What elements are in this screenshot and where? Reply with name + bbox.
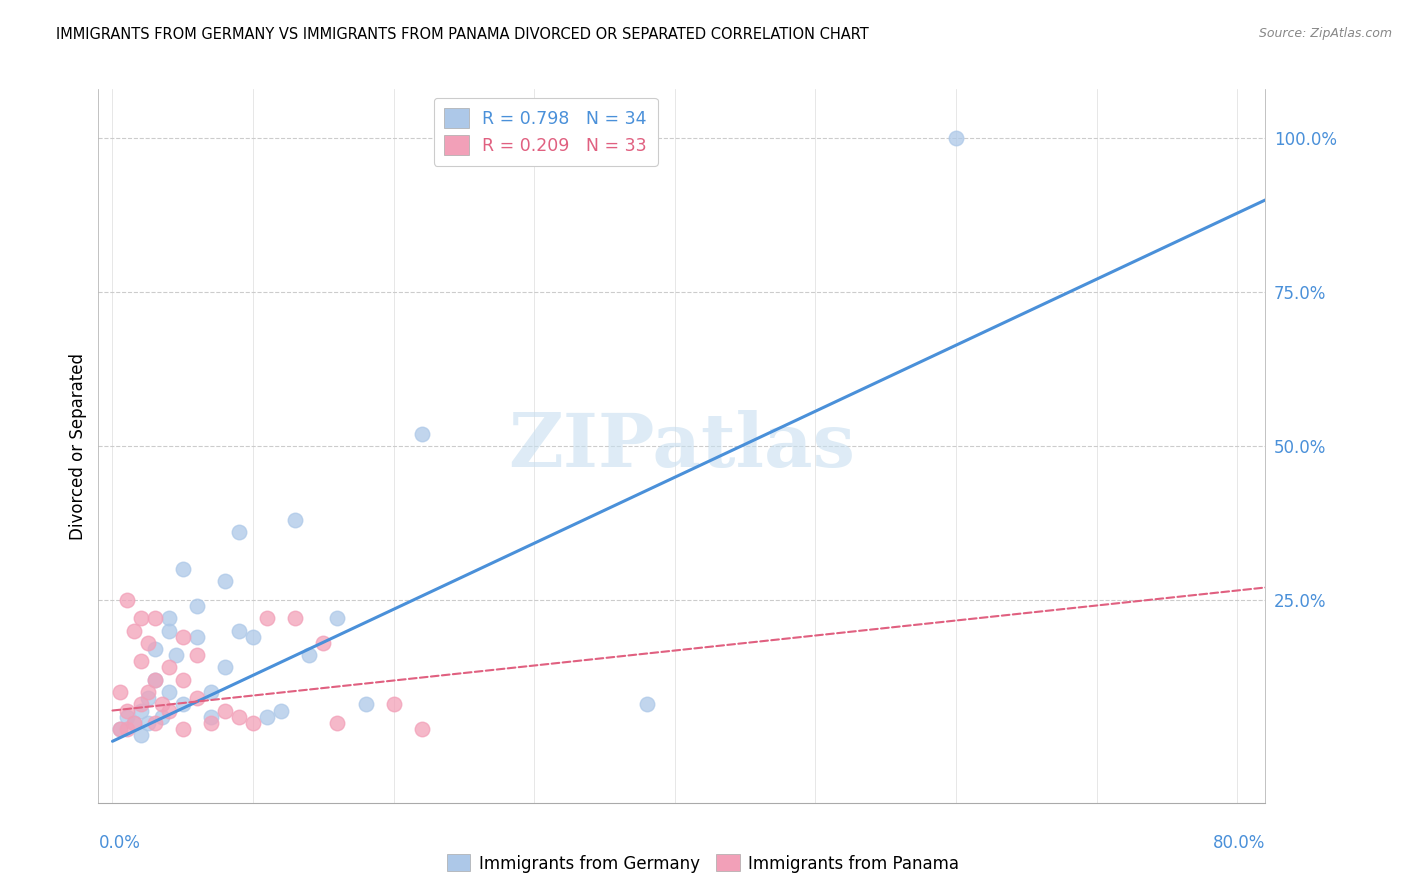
- Point: [214, 704, 236, 718]
- Point: [157, 624, 180, 638]
- Legend: Immigrants from Germany, Immigrants from Panama: Immigrants from Germany, Immigrants from…: [440, 847, 966, 880]
- Point: [200, 685, 222, 699]
- Point: [108, 685, 131, 699]
- Point: [200, 709, 222, 723]
- Point: [122, 715, 145, 730]
- Point: [172, 630, 194, 644]
- Point: [945, 131, 967, 145]
- Point: [214, 660, 236, 674]
- Point: [157, 704, 180, 718]
- Point: [136, 691, 159, 706]
- Point: [186, 630, 208, 644]
- Point: [136, 636, 159, 650]
- Point: [129, 654, 152, 668]
- Text: ZIPatlas: ZIPatlas: [509, 409, 855, 483]
- Point: [326, 715, 349, 730]
- Point: [186, 599, 208, 613]
- Point: [108, 722, 131, 736]
- Point: [270, 704, 292, 718]
- Point: [129, 698, 152, 712]
- Point: [115, 722, 138, 736]
- Point: [157, 611, 180, 625]
- Point: [129, 728, 152, 742]
- Point: [186, 648, 208, 662]
- Point: [115, 592, 138, 607]
- Point: [284, 513, 307, 527]
- Point: [143, 642, 166, 657]
- Point: [157, 660, 180, 674]
- Point: [298, 648, 321, 662]
- Text: Source: ZipAtlas.com: Source: ZipAtlas.com: [1258, 27, 1392, 40]
- Point: [157, 685, 180, 699]
- Point: [172, 722, 194, 736]
- Point: [150, 698, 173, 712]
- Point: [150, 709, 173, 723]
- Text: 80.0%: 80.0%: [1213, 834, 1265, 852]
- Point: [228, 709, 250, 723]
- Point: [411, 426, 433, 441]
- Point: [214, 574, 236, 589]
- Point: [186, 691, 208, 706]
- Point: [354, 698, 377, 712]
- Point: [242, 630, 264, 644]
- Point: [312, 636, 335, 650]
- Point: [382, 698, 405, 712]
- Point: [284, 611, 307, 625]
- Point: [256, 611, 278, 625]
- Legend: R = 0.798   N = 34, R = 0.209   N = 33: R = 0.798 N = 34, R = 0.209 N = 33: [434, 98, 658, 166]
- Point: [122, 715, 145, 730]
- Point: [108, 722, 131, 736]
- Point: [143, 611, 166, 625]
- Point: [129, 611, 152, 625]
- Text: 0.0%: 0.0%: [98, 834, 141, 852]
- Point: [228, 525, 250, 540]
- Point: [143, 673, 166, 687]
- Text: IMMIGRANTS FROM GERMANY VS IMMIGRANTS FROM PANAMA DIVORCED OR SEPARATED CORRELAT: IMMIGRANTS FROM GERMANY VS IMMIGRANTS FR…: [56, 27, 869, 42]
- Point: [172, 562, 194, 576]
- Point: [242, 715, 264, 730]
- Point: [200, 715, 222, 730]
- Point: [122, 624, 145, 638]
- Point: [115, 704, 138, 718]
- Point: [326, 611, 349, 625]
- Point: [172, 673, 194, 687]
- Point: [172, 698, 194, 712]
- Point: [411, 722, 433, 736]
- Point: [136, 685, 159, 699]
- Point: [143, 673, 166, 687]
- Point: [115, 709, 138, 723]
- Point: [165, 648, 187, 662]
- Point: [143, 715, 166, 730]
- Y-axis label: Divorced or Separated: Divorced or Separated: [69, 352, 87, 540]
- Point: [129, 704, 152, 718]
- Point: [256, 709, 278, 723]
- Point: [636, 698, 658, 712]
- Point: [136, 715, 159, 730]
- Point: [228, 624, 250, 638]
